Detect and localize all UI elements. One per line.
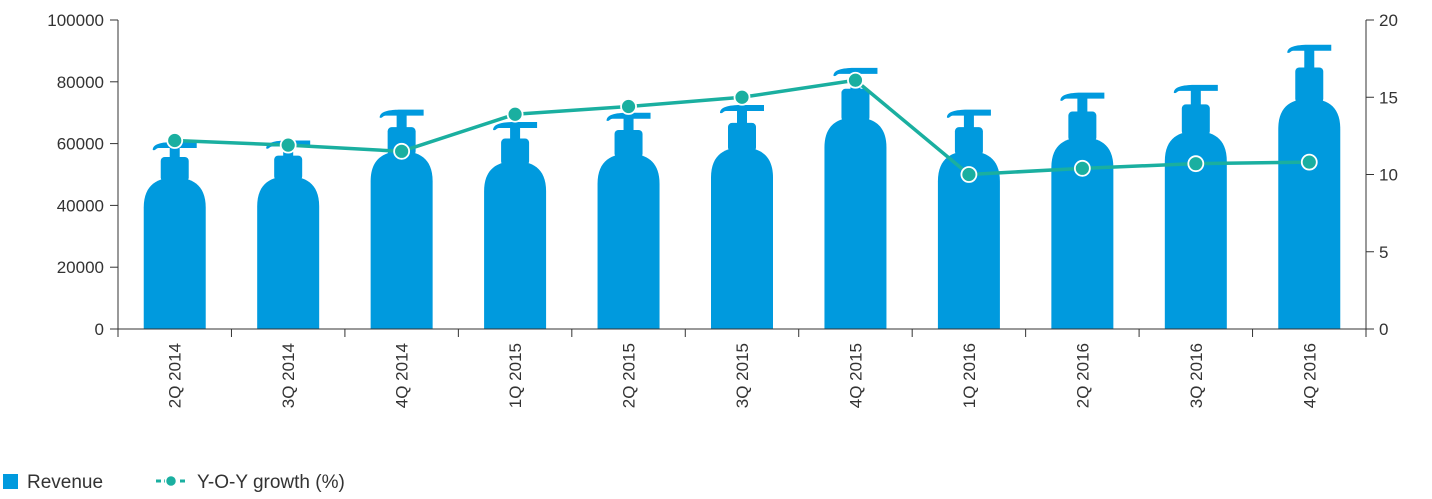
bottle-body [484, 161, 547, 329]
right-axis-ticks: 0 5 10 15 20 [1366, 11, 1398, 339]
right-tick-label: 20 [1379, 11, 1398, 30]
revenue-bar [257, 140, 320, 329]
bottle-pump-stem [1077, 97, 1088, 114]
revenue-bar [824, 67, 887, 330]
bottle-body [1278, 98, 1341, 329]
growth-point [733, 88, 751, 106]
bottle-pump-stem [396, 113, 407, 130]
bottle-pump-stem [623, 117, 634, 133]
right-tick-label: 15 [1379, 88, 1398, 107]
bottle-body [370, 151, 433, 329]
bottle-neck [1068, 111, 1097, 142]
bottle-pump-head [1287, 44, 1332, 53]
bottle-neck [614, 130, 643, 158]
bottle-pump-stem [510, 126, 521, 141]
x-tick-label: 3Q 2016 [1187, 343, 1206, 408]
bottle-neck [841, 88, 870, 122]
growth-point [166, 132, 184, 149]
revenue-bar [1278, 44, 1341, 329]
x-tick-label: 1Q 2015 [506, 343, 525, 408]
bottle-pump-head [946, 109, 991, 118]
bottle-pump-head [379, 109, 424, 118]
left-axis-ticks: 0 20000 40000 60000 80000 100000 [47, 11, 118, 339]
x-tick-label: 4Q 2014 [393, 343, 412, 408]
growth-point [620, 98, 637, 115]
x-tick-label: 4Q 2016 [1300, 343, 1319, 408]
right-tick-label: 0 [1379, 320, 1388, 339]
bottle-body [1164, 131, 1227, 329]
revenue-bar [1051, 92, 1114, 329]
bottle-body [711, 147, 773, 329]
bottle-neck [160, 157, 189, 182]
growth-point [393, 142, 411, 160]
bottle-body [824, 117, 887, 330]
left-tick-label: 40000 [57, 196, 104, 215]
bottle-body [143, 177, 206, 329]
revenue-bar [1164, 84, 1227, 329]
right-tick-label: 5 [1379, 243, 1388, 262]
right-tick-label: 10 [1379, 166, 1398, 185]
bottle-body [257, 176, 320, 329]
bottle-pump-head [493, 121, 538, 131]
growth-line-layer [166, 71, 1318, 183]
revenue-bar [711, 104, 773, 329]
left-tick-label: 20000 [57, 258, 104, 277]
legend-revenue-swatch [3, 474, 18, 489]
revenue-bar [143, 142, 206, 329]
x-tick-label: 4Q 2015 [846, 343, 865, 408]
left-tick-label: 80000 [57, 73, 104, 92]
revenue-bar [597, 112, 660, 329]
bottle-pump-stem [1190, 89, 1201, 107]
x-tick-label: 2Q 2015 [620, 343, 639, 408]
bottle-body [937, 151, 1000, 329]
bottle-pump-head [1173, 84, 1218, 94]
legend-revenue-label: Revenue [27, 472, 103, 493]
legend: Revenue Y-O-Y growth (%) [3, 472, 345, 493]
legend-growth-marker [164, 474, 178, 488]
bottle-pump-stem [169, 145, 180, 160]
bottle-neck [954, 127, 983, 156]
bars-layer [143, 44, 1341, 330]
bottle-pump-head [606, 112, 651, 121]
growth-point [279, 136, 297, 154]
growth-point [1187, 155, 1205, 173]
x-tick-label: 2Q 2016 [1073, 343, 1092, 408]
x-tick-label: 3Q 2015 [733, 343, 752, 408]
x-tick-label: 2Q 2014 [166, 343, 185, 408]
bottle-neck [1295, 67, 1324, 103]
bottle-neck [501, 138, 530, 166]
bottle-pump-stem [1304, 50, 1315, 70]
bottle-neck [728, 122, 756, 152]
bottle-neck [274, 155, 303, 181]
x-tick-label: 3Q 2014 [279, 343, 298, 408]
bottle-pump-stem [737, 109, 747, 125]
x-tick-label: 1Q 2016 [960, 343, 979, 408]
growth-point [847, 71, 864, 89]
revenue-bar [484, 121, 547, 329]
left-tick-label: 60000 [57, 135, 104, 154]
x-axis-ticks: 2Q 2014 3Q 2014 4Q 2014 1Q 2015 2Q 2015 3Q 20… [117, 329, 1367, 408]
bottle-pump-stem [963, 113, 974, 130]
bottle-pump-head [1060, 92, 1105, 101]
bottle-pump-head [720, 104, 764, 114]
left-tick-label: 100000 [47, 11, 104, 30]
growth-point [506, 105, 524, 123]
bottle-body [1051, 137, 1114, 329]
bottle-body [597, 153, 660, 329]
legend-growth-label: Y-O-Y growth (%) [197, 472, 345, 493]
growth-point [960, 166, 978, 183]
growth-point [1073, 159, 1091, 177]
revenue-bar [937, 109, 1000, 329]
growth-point [1300, 153, 1318, 171]
left-tick-label: 0 [95, 320, 104, 339]
bottle-neck [1181, 104, 1210, 136]
